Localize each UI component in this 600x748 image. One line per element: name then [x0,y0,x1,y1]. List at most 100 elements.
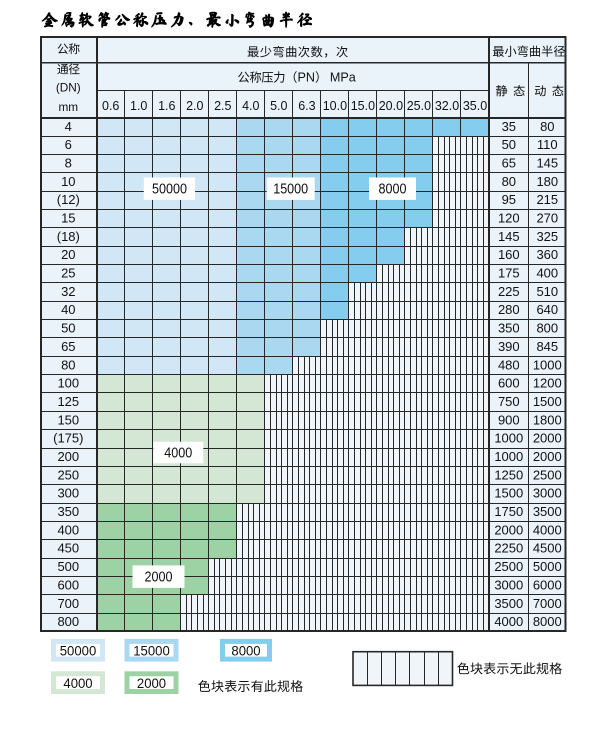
svg-text:500: 500 [57,559,79,574]
svg-text:100: 100 [57,376,79,391]
svg-text:6000: 6000 [533,577,562,592]
svg-text:1.6: 1.6 [158,99,175,113]
svg-text:750: 750 [498,394,520,409]
svg-text:80: 80 [502,174,516,189]
svg-text:8000: 8000 [379,182,407,198]
svg-text:160: 160 [498,247,520,262]
svg-text:150: 150 [57,412,79,427]
svg-text:400: 400 [536,266,558,281]
svg-text:32: 32 [61,284,75,299]
svg-text:2000: 2000 [533,449,562,464]
svg-text:50000: 50000 [152,182,187,198]
svg-text:350: 350 [498,321,520,336]
svg-text:800: 800 [536,321,558,336]
svg-text:20.0: 20.0 [379,99,403,113]
svg-text:325: 325 [536,229,558,244]
svg-text:15000: 15000 [273,182,308,198]
svg-text:2000: 2000 [137,675,166,691]
svg-text:1500: 1500 [533,394,562,409]
svg-text:2.5: 2.5 [214,99,231,113]
svg-text:65: 65 [61,339,75,354]
svg-text:50000: 50000 [60,643,97,659]
svg-text:15: 15 [61,211,75,226]
svg-text:480: 480 [498,357,520,372]
svg-text:(18): (18) [57,229,80,244]
svg-text:1200: 1200 [533,376,562,391]
svg-text:25.0: 25.0 [407,99,431,113]
svg-text:2.0: 2.0 [186,99,203,113]
svg-text:2000: 2000 [494,522,523,537]
svg-text:2000: 2000 [533,431,562,446]
svg-text:1000: 1000 [494,431,523,446]
svg-text:1.0: 1.0 [130,99,147,113]
svg-text:1000: 1000 [533,357,562,372]
svg-text:4000: 4000 [63,675,92,691]
svg-text:(175): (175) [53,431,83,446]
svg-text:25: 25 [61,266,75,281]
svg-text:6.3: 6.3 [298,99,315,113]
svg-text:95: 95 [502,192,516,207]
svg-text:180: 180 [536,174,558,189]
svg-text:10.0: 10.0 [323,99,347,113]
svg-text:250: 250 [57,467,79,482]
svg-text:225: 225 [498,284,520,299]
svg-text:MPa: MPa [330,71,356,85]
svg-text:0.6: 0.6 [102,99,119,113]
svg-text:15000: 15000 [133,643,170,659]
svg-text:3000: 3000 [494,577,523,592]
svg-text:350: 350 [57,504,79,519]
svg-text:640: 640 [536,302,558,317]
svg-text:35: 35 [502,119,516,134]
svg-text:2500: 2500 [533,467,562,482]
svg-text:175: 175 [498,266,520,281]
svg-text:32.0: 32.0 [435,99,459,113]
svg-text:6: 6 [65,137,72,152]
svg-text:845: 845 [536,339,558,354]
svg-text:2250: 2250 [494,541,523,556]
svg-text:PN: PN [298,71,316,85]
svg-text:400: 400 [57,522,79,537]
svg-text:215: 215 [536,192,558,207]
svg-text:50: 50 [61,321,75,336]
svg-text:8000: 8000 [533,614,562,629]
svg-text:8: 8 [65,156,72,171]
svg-text:4000: 4000 [494,614,523,629]
svg-text:145: 145 [536,156,558,171]
svg-text:390: 390 [498,339,520,354]
svg-text:2000: 2000 [145,570,173,586]
svg-text:7000: 7000 [533,596,562,611]
svg-text:3500: 3500 [533,504,562,519]
svg-text:450: 450 [57,541,79,556]
svg-text:80: 80 [540,119,554,134]
svg-text:4500: 4500 [533,541,562,556]
svg-text:110: 110 [537,137,558,152]
svg-text:700: 700 [57,596,79,611]
svg-text:280: 280 [498,302,520,317]
svg-text:360: 360 [536,247,558,262]
svg-text:15.0: 15.0 [351,99,375,113]
svg-text:(12): (12) [57,192,80,207]
svg-text:2500: 2500 [494,559,523,574]
svg-text:1250: 1250 [494,467,523,482]
svg-text:8000: 8000 [231,643,260,659]
svg-text:800: 800 [57,614,79,629]
svg-text:1500: 1500 [494,486,523,501]
svg-text:4: 4 [65,119,72,134]
svg-text:80: 80 [61,357,75,372]
svg-text:270: 270 [536,211,558,226]
svg-text:600: 600 [498,376,520,391]
svg-text:3500: 3500 [494,596,523,611]
svg-text:125: 125 [57,394,79,409]
svg-text:300: 300 [57,486,79,501]
svg-text:510: 510 [536,284,558,299]
svg-text:mm: mm [58,100,78,114]
svg-text:600: 600 [57,577,79,592]
svg-text:4000: 4000 [533,522,562,537]
svg-text:50: 50 [502,137,516,152]
svg-text:145: 145 [498,229,520,244]
svg-text:1800: 1800 [533,412,562,427]
svg-text:(DN): (DN) [56,80,81,94]
svg-text:5.0: 5.0 [270,99,287,113]
svg-text:900: 900 [498,412,520,427]
svg-text:1000: 1000 [494,449,523,464]
